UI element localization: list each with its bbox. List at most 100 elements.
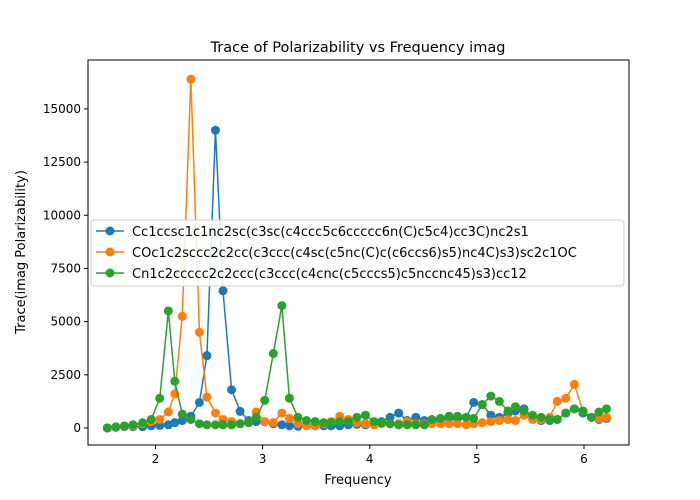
legend-label-series-2: COc1c2sccc2c2cc(c3ccc(c4sc(c5nc(C)c(c6cc… xyxy=(132,246,577,261)
series-2-point xyxy=(210,408,220,418)
series-2-point xyxy=(477,418,487,428)
y-axis-ticks: 0 2500 5000 7500 10000 12500 15000 xyxy=(43,102,88,435)
series-2-point xyxy=(202,392,212,402)
series-2-point xyxy=(293,419,303,429)
series-3-point xyxy=(218,420,228,430)
x-axis-label: Frequency xyxy=(324,473,391,488)
series-2-point xyxy=(503,414,513,424)
x-axis-ticks: 2 3 4 5 6 xyxy=(152,445,588,466)
series-3-point xyxy=(402,420,412,430)
series-3-point xyxy=(444,411,454,421)
series-3-point xyxy=(477,400,487,410)
series-3-point xyxy=(260,395,270,405)
y-tick-label: 2500 xyxy=(50,368,81,382)
series-1-point xyxy=(284,421,294,431)
x-tick-label: 6 xyxy=(580,452,588,466)
series-2-point xyxy=(186,74,196,84)
x-tick-label: 2 xyxy=(152,452,160,466)
series-3-point xyxy=(202,420,212,430)
series-3 xyxy=(102,301,612,433)
x-tick-label: 3 xyxy=(259,452,267,466)
series-3-point xyxy=(578,406,588,416)
series-3-point xyxy=(119,421,129,431)
y-tick-label: 10000 xyxy=(43,208,81,222)
y-tick-label: 0 xyxy=(73,421,81,435)
series-3-point xyxy=(310,417,320,427)
series-3-point xyxy=(510,402,520,412)
legend-marker-series-2 xyxy=(105,247,115,257)
plot-frame xyxy=(87,59,630,446)
series-3-point xyxy=(227,420,237,430)
series-3-point xyxy=(461,412,471,422)
series-3-point xyxy=(411,420,421,430)
series-3-point xyxy=(427,414,437,424)
y-axis-label: Trace(imag Polarizability) xyxy=(14,170,29,335)
series-3-point xyxy=(293,412,303,422)
series-1-point xyxy=(210,125,220,135)
series-1-point xyxy=(486,410,496,420)
series-1-point xyxy=(170,418,180,428)
series-3-point xyxy=(102,423,112,433)
series-2-point xyxy=(594,413,604,423)
series-1-point xyxy=(385,412,395,422)
legend: Cc1ccsc1c1nc2sc(c3sc(c4ccc5c6ccccc6n(C)c… xyxy=(90,219,625,287)
series-2-point xyxy=(486,417,496,427)
series-1-point xyxy=(235,406,245,416)
series-3-point xyxy=(146,414,156,424)
series-3-point xyxy=(369,417,379,427)
series-2-point xyxy=(194,327,204,337)
series-3-point xyxy=(210,420,220,430)
series-2-point xyxy=(552,396,562,406)
y-tick-label: 15000 xyxy=(43,102,81,116)
series-1-point xyxy=(202,351,212,361)
series-3-point xyxy=(163,306,173,316)
series-3-point xyxy=(552,414,562,424)
series-3-point xyxy=(503,406,513,416)
series-3-point xyxy=(528,410,538,420)
series-3-point xyxy=(138,418,148,428)
series-3-point xyxy=(343,417,353,427)
series-1-point xyxy=(194,397,204,407)
series-3-point xyxy=(326,418,336,428)
legend-label-series-3: Cn1c2ccccc2c2ccc(c3ccc(c4cnc(c5cccs5)c5n… xyxy=(132,267,527,282)
series-2-point xyxy=(277,408,287,418)
legend-marker-series-1 xyxy=(105,226,115,236)
series-3-point xyxy=(251,412,261,422)
series-1-point xyxy=(469,397,479,407)
series-3-point xyxy=(302,416,312,426)
legend-label-series-1: Cc1ccsc1c1nc2sc(c3sc(c4ccc5c6ccccc6n(C)c… xyxy=(132,225,529,240)
series-3-point xyxy=(602,404,612,414)
series-2-point xyxy=(163,407,173,417)
series-1-point xyxy=(177,416,187,426)
y-tick-label: 12500 xyxy=(43,155,81,169)
series-2-point xyxy=(268,418,278,428)
series-2-point xyxy=(360,419,370,429)
x-tick-label: 4 xyxy=(366,452,374,466)
series-3-point xyxy=(394,420,404,430)
series-3-point xyxy=(352,412,362,422)
legend-marker-series-3 xyxy=(105,268,115,278)
series-3-point xyxy=(319,418,329,428)
series-3-point xyxy=(385,419,395,429)
series-3-point xyxy=(453,411,463,421)
series-2-point xyxy=(569,379,579,389)
series-2-point xyxy=(461,420,471,430)
series-3-point xyxy=(335,417,345,427)
series-3-point xyxy=(486,391,496,401)
series-3-point xyxy=(377,418,387,428)
series-3-point xyxy=(561,408,571,418)
series-3-point xyxy=(587,412,597,422)
series-3-point xyxy=(494,396,504,406)
series-3-point xyxy=(170,376,180,386)
series-3-point xyxy=(111,422,121,432)
y-tick-label: 5000 xyxy=(50,315,81,329)
x-tick-label: 5 xyxy=(473,452,481,466)
series-3-point xyxy=(360,410,370,420)
series-3-point xyxy=(545,414,555,424)
series-3-point xyxy=(177,409,187,419)
series-3-point xyxy=(469,413,479,423)
series-3-point xyxy=(419,420,429,430)
legend-entry: Cn1c2ccccc2c2ccc(c3ccc(c4cnc(c5cccs5)c5n… xyxy=(96,267,527,282)
series-3-point xyxy=(284,393,294,403)
